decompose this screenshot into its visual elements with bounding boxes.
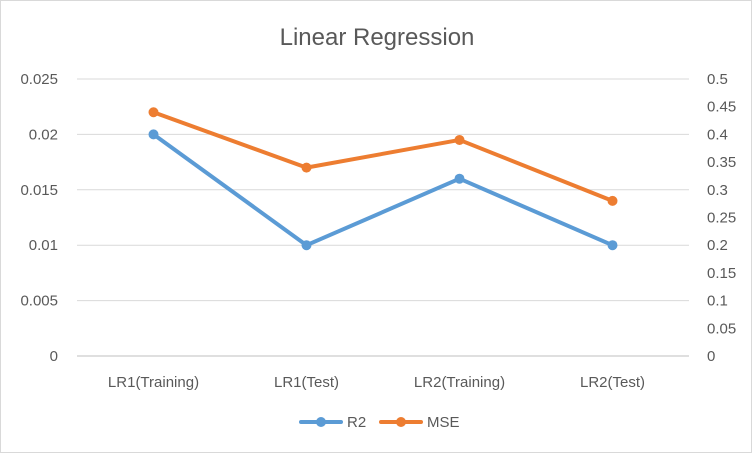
legend-marker-r2 — [316, 417, 326, 427]
chart-title: Linear Regression — [280, 24, 475, 51]
y-right-tick-label: 0.5 — [707, 71, 728, 88]
y-right-tick-label: 0.3 — [707, 182, 728, 199]
y-left-tick-label: 0.01 — [29, 237, 58, 254]
y-left-tick-label: 0.015 — [20, 182, 58, 199]
legend-label-mse: MSE — [427, 414, 460, 431]
data-point-r2 — [607, 240, 618, 251]
y-left-tick-label: 0.02 — [29, 126, 58, 143]
y-right-tick-label: 0.2 — [707, 237, 728, 254]
x-tick-label: LR2(Test) — [580, 374, 645, 391]
data-point-mse — [148, 107, 159, 118]
data-point-mse — [454, 134, 465, 145]
gridlines — [77, 78, 689, 357]
right-axis: 0 0.05 0.1 0.15 0.2 0.25 0.3 0.35 0.4 0.45 0.5 — [707, 71, 736, 365]
x-tick-label: LR1(Training) — [108, 374, 199, 391]
y-left-tick-label: 0.005 — [20, 293, 58, 310]
data-point-mse — [301, 162, 312, 173]
x-tick-label: LR1(Test) — [274, 374, 339, 391]
y-right-tick-label: 0.1 — [707, 293, 728, 310]
y-left-tick-label: 0 — [50, 348, 58, 365]
y-right-tick-label: 0.45 — [707, 99, 736, 116]
y-right-tick-label: 0.35 — [707, 154, 736, 171]
data-point-mse — [607, 195, 618, 206]
x-tick-label: LR2(Training) — [414, 374, 505, 391]
y-left-tick-label: 0.025 — [20, 71, 58, 88]
legend-marker-mse — [396, 417, 406, 427]
data-point-r2 — [301, 240, 312, 251]
legend: R2 MSE — [299, 414, 460, 431]
series-line-mse — [151, 110, 615, 203]
data-point-r2 — [148, 129, 159, 140]
y-right-tick-label: 0.05 — [707, 320, 736, 337]
legend-label-r2: R2 — [347, 414, 366, 431]
y-right-tick-label: 0 — [707, 348, 715, 365]
y-right-tick-label: 0.25 — [707, 210, 736, 227]
left-axis: 0 0.005 0.01 0.015 0.02 0.025 — [20, 71, 58, 365]
series-line-r2 — [151, 132, 615, 248]
x-axis: LR1(Training) LR1(Test) LR2(Training) LR2(T… — [108, 374, 645, 391]
data-point-r2 — [454, 173, 465, 184]
y-right-tick-label: 0.4 — [707, 126, 728, 143]
y-right-tick-label: 0.15 — [707, 265, 736, 282]
series-layer — [148, 107, 618, 251]
